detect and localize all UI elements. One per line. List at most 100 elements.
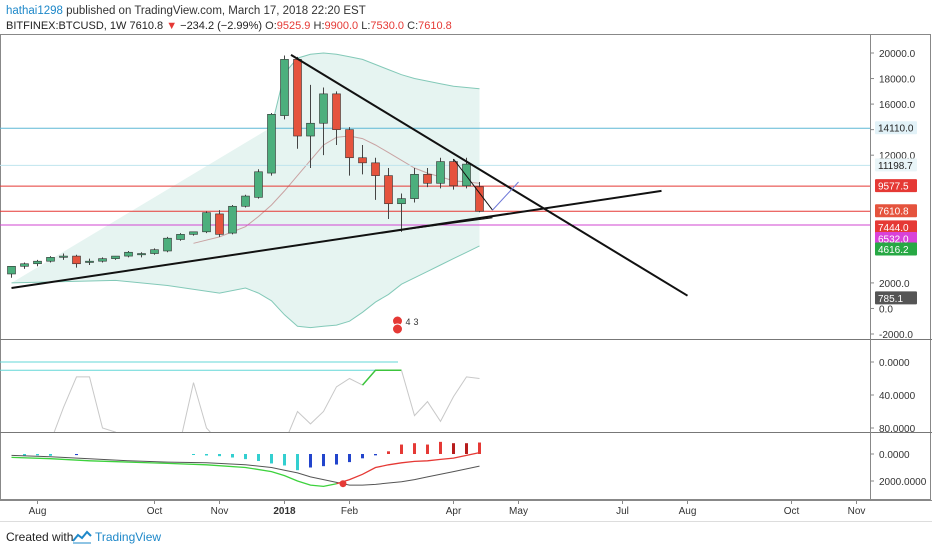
macd-histogram-bar (283, 454, 286, 466)
time-tick-label: Apr (446, 506, 462, 517)
macd-histogram-bar (335, 454, 338, 465)
oscillator-line (361, 369, 402, 386)
price-badge (875, 242, 917, 256)
close-value: 7610.8 (418, 20, 452, 32)
candle-up (254, 171, 263, 198)
price-tick-label: -2000.0 (879, 330, 913, 341)
low-value: 7530.0 (370, 20, 405, 32)
candle-up (241, 195, 250, 207)
event-count: 4 (406, 317, 411, 327)
macd-histogram-bar (400, 444, 403, 454)
macd-histogram-bar (426, 444, 429, 454)
candle-up (137, 253, 146, 256)
price-tick-label: 18000.0 (879, 75, 916, 86)
macd-histogram-bar (478, 442, 481, 454)
time-tick-label: Oct (784, 506, 800, 517)
candle-up (124, 251, 133, 257)
time-tick-label: Jul (616, 506, 629, 517)
candle-down (345, 129, 354, 159)
macd-histogram-bar (192, 454, 195, 455)
price-badge-label: 9577.5 (878, 182, 909, 193)
down-arrow-icon: ▼ (166, 20, 178, 32)
chart-canvas[interactable]: 43 20000.018000.016000.014000.012000.020… (0, 0, 932, 520)
candle-up (202, 212, 211, 233)
macd-histogram-bar (49, 454, 52, 456)
macd-histogram-bar (257, 454, 260, 462)
event-count: 3 (414, 317, 419, 327)
price-badge-label: 4616.2 (878, 245, 909, 256)
oscillator-line (401, 370, 480, 423)
time-tick-label: 2018 (273, 506, 296, 517)
time-tick-label: May (509, 506, 528, 517)
candle-up (410, 174, 419, 199)
macd-histogram-bar (296, 454, 299, 471)
published-text: published on TradingView.com, March 17, … (66, 5, 366, 17)
price-badge-label: 14110.0 (878, 124, 914, 135)
price-badge-label: 7610.8 (878, 207, 909, 218)
candle-up (319, 93, 328, 124)
time-tick-label: Nov (211, 506, 229, 517)
candle-up (59, 255, 68, 258)
candle-down (332, 93, 341, 130)
oscillator-tick-label: 0.0000 (879, 358, 910, 369)
macd-histogram-bar (322, 454, 325, 467)
candle-up (33, 260, 42, 265)
symbol-line: BITFINEX:BTCUSD, 1W 7610.8 ▼ −234.2 (−2.… (6, 19, 452, 34)
price-badge-label: 11198.7 (878, 161, 913, 172)
candle-up (111, 255, 120, 259)
price-change: −234.2 (−2.99%) (180, 20, 263, 32)
time-tick-label: Feb (341, 506, 359, 517)
tradingview-link[interactable]: TradingView (95, 530, 162, 544)
oscillator-line (53, 376, 363, 432)
macd-histogram-bar (413, 443, 416, 454)
macd-histogram-bar (439, 441, 442, 454)
last-price: 7610.8 (129, 20, 164, 32)
open-label: O: (265, 20, 277, 32)
macd-histogram-bar (465, 443, 468, 454)
chart-area[interactable]: 43 20000.018000.016000.014000.012000.020… (0, 0, 932, 520)
price-badge (875, 232, 917, 246)
chart-header: hathai1298 published on TradingView.com,… (6, 4, 452, 34)
candle-up (176, 234, 185, 240)
trend-line-ascending (11, 189, 662, 289)
publish-line: hathai1298 published on TradingView.com,… (6, 4, 452, 19)
macd-histogram-bar (231, 454, 234, 458)
candle-down (449, 161, 458, 187)
triangle-lower (388, 217, 493, 233)
candle-up (267, 114, 276, 174)
close-label: C: (407, 20, 419, 32)
candle-down (215, 213, 224, 235)
macd-histogram-bar (309, 454, 312, 468)
candle-down (475, 186, 484, 212)
price-badge (875, 291, 917, 305)
macd-histogram-bar (75, 454, 78, 456)
bollinger-fill (11, 53, 480, 328)
footer-bar: Created with TradingView (0, 521, 932, 551)
price-tick-label: 20000.0 (879, 49, 916, 60)
created-with-text: Created with (6, 530, 74, 544)
macd-histogram-bar (244, 454, 247, 460)
price-badge-label: 7444.0 (878, 223, 909, 234)
candle-down (72, 255, 81, 265)
macd-histogram-bar (361, 454, 364, 459)
macd-tick-label: 0.0000 (879, 450, 910, 461)
price-badge (875, 204, 917, 218)
wedge-line (492, 181, 519, 211)
bollinger-upper-line (271, 52, 480, 128)
price-tick-label: 16000.0 (879, 100, 916, 111)
candle-up (163, 237, 172, 252)
price-tick-label: 2000.0 (879, 279, 910, 290)
candle-up (306, 122, 315, 137)
macd-histogram-bar (218, 454, 221, 457)
oscillator-tick-label: 80.0000 (879, 424, 916, 435)
macd-crossover-marker (339, 480, 347, 488)
price-badge (875, 179, 917, 193)
macd-histogram-bar (374, 454, 377, 456)
tradingview-logo-icon (72, 530, 92, 544)
time-tick-label: Oct (147, 506, 163, 517)
oscillator-tick-label: 40.0000 (879, 391, 916, 402)
bollinger-lower-line (11, 245, 480, 329)
candle-up (280, 59, 289, 116)
author-link[interactable]: hathai1298 (6, 5, 63, 17)
macd-histogram-bar (270, 454, 273, 464)
